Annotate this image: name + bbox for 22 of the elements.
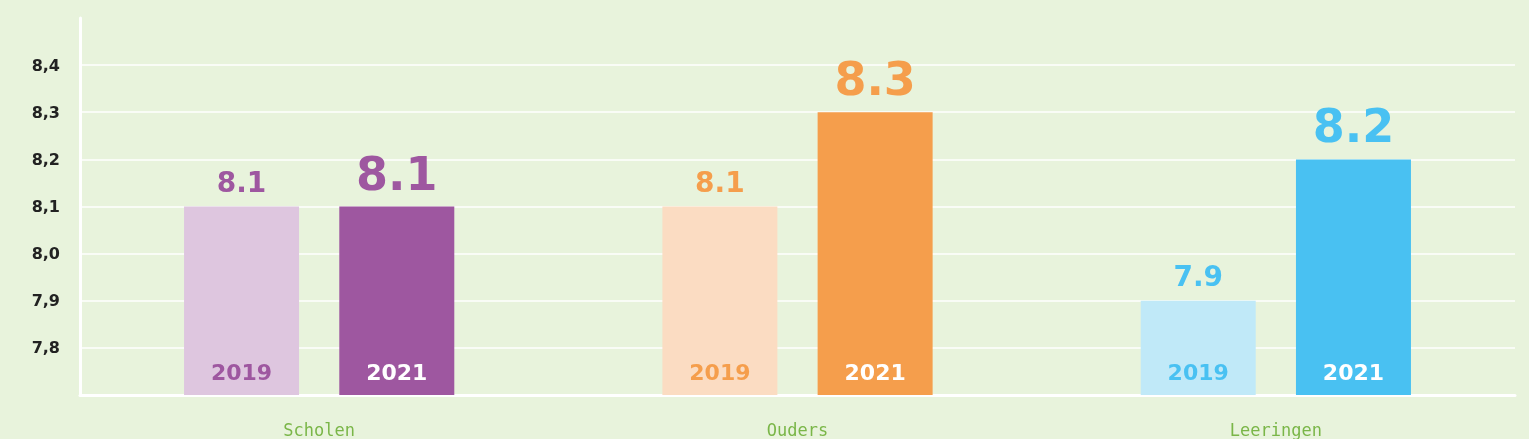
y-tick-label: 7,8 bbox=[31, 338, 60, 358]
y-tick-label: 7,9 bbox=[31, 291, 60, 311]
x-tick-label: Scholen bbox=[283, 419, 355, 439]
y-tick-label: 8,2 bbox=[31, 149, 60, 169]
text: 2019 bbox=[689, 359, 751, 385]
data-label: 8.2 bbox=[1312, 99, 1395, 154]
y-tick-label: 8,4 bbox=[31, 55, 60, 75]
text: 2021 bbox=[1322, 359, 1385, 385]
series-label: 2019 bbox=[210, 359, 273, 385]
text: 2019 bbox=[1167, 359, 1229, 385]
data-label: 8.1 bbox=[216, 166, 267, 199]
y-tick-label: 8,3 bbox=[31, 102, 60, 122]
data-label: 8.3 bbox=[834, 52, 916, 107]
x-tick-label: Leeringen bbox=[1229, 419, 1322, 439]
text: 2021 bbox=[844, 359, 906, 385]
series-label: 2021 bbox=[366, 359, 428, 385]
data-label: 8.1 bbox=[356, 146, 438, 201]
data-label: 7.9 bbox=[1173, 260, 1224, 294]
y-tick-label: 8,1 bbox=[31, 197, 60, 216]
data-label: 8.1 bbox=[695, 166, 745, 199]
x-tick-label: Ouders bbox=[766, 419, 829, 439]
y-tick-label: 8,0 bbox=[31, 244, 60, 264]
